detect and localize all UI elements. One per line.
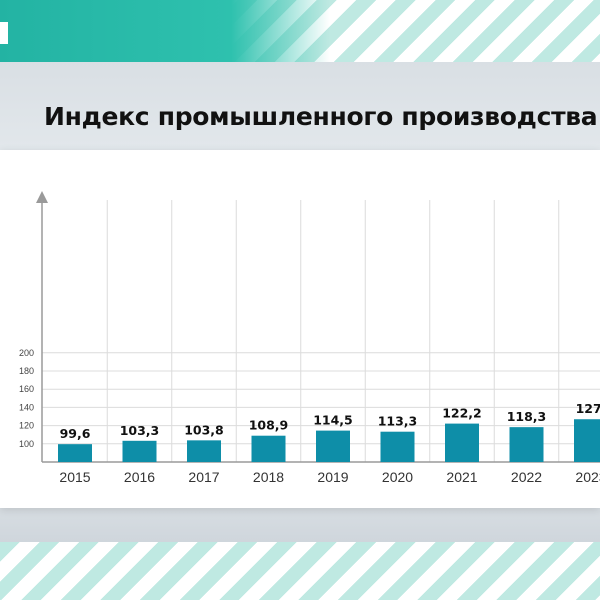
page-title: Индекс промышленного производства <box>44 102 598 131</box>
bar-2017 <box>187 440 221 462</box>
logo-icon <box>0 22 8 44</box>
category-label-2015: 2015 <box>59 469 90 485</box>
value-label-2023: 127, <box>576 401 600 416</box>
category-label-2018: 2018 <box>253 469 284 485</box>
bar-2015 <box>58 444 92 462</box>
footer-stripe-band <box>0 542 600 600</box>
bar-2023 <box>574 419 600 462</box>
bar-2016 <box>122 440 157 462</box>
value-label-2019: 114,5 <box>313 413 353 428</box>
y-tick-label: 180 <box>19 366 34 376</box>
category-label-2023: 2023 <box>575 469 600 485</box>
value-label-2022: 118,3 <box>507 409 547 424</box>
value-label-2015: 99,6 <box>60 426 91 441</box>
y-tick-label: 200 <box>19 348 34 358</box>
category-label-2021: 2021 <box>446 469 477 485</box>
header-stripe-band <box>0 0 600 62</box>
y-tick-label: 120 <box>19 421 34 431</box>
y-tick-label: 100 <box>19 439 34 449</box>
bar-2018 <box>251 435 286 462</box>
bar-2022 <box>509 427 544 462</box>
category-label-2019: 2019 <box>317 469 348 485</box>
y-tick-label: 160 <box>19 384 34 394</box>
y-tick-label: 140 <box>19 402 34 412</box>
value-label-2016: 103,3 <box>120 423 160 438</box>
label-layer: 100 120 140 160 180 200 99,6 2015 103,3 2016 103,8… <box>19 348 600 485</box>
value-label-2020: 113,3 <box>378 414 418 429</box>
value-label-2018: 108,9 <box>249 418 289 433</box>
bar-2021 <box>445 423 479 462</box>
value-label-2017: 103,8 <box>184 422 224 437</box>
value-label-2021: 122,2 <box>442 406 482 421</box>
bar-layer <box>58 419 600 462</box>
bar-2020 <box>380 431 415 462</box>
category-label-2022: 2022 <box>511 469 542 485</box>
category-label-2017: 2017 <box>188 469 219 485</box>
bar-2019 <box>316 430 350 462</box>
category-label-2016: 2016 <box>124 469 155 485</box>
category-label-2020: 2020 <box>382 469 413 485</box>
header-teal-bar <box>0 0 330 62</box>
chart-card <box>0 150 600 508</box>
